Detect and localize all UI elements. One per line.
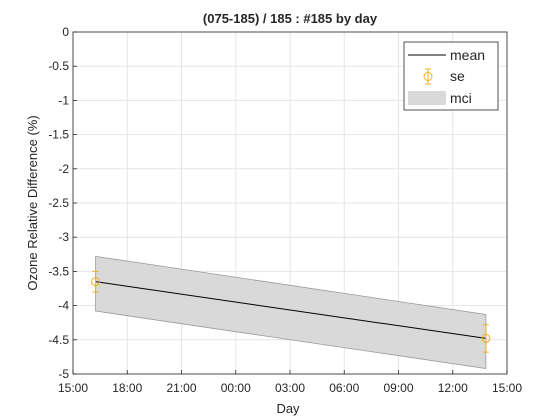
x-tick-label: 12:00	[438, 381, 468, 395]
x-tick-label: 00:00	[221, 381, 251, 395]
y-tick-label: -5	[58, 367, 69, 381]
x-tick-label: 21:00	[166, 381, 196, 395]
x-axis: 15:00 18:00 21:00 00:00 03:00 06:00 09:00 12:00…	[58, 370, 522, 395]
y-tick-label: -1	[58, 93, 69, 107]
x-tick-label: 15:00	[492, 381, 522, 395]
legend-label-mci: mci	[450, 90, 472, 106]
y-tick-label: -3	[58, 230, 69, 244]
y-tick-label: -4	[58, 299, 69, 313]
y-tick-label: -0.5	[48, 59, 69, 73]
legend-label-se: se	[450, 68, 465, 84]
y-tick-label: -3.5	[48, 264, 69, 278]
x-tick-label: 03:00	[275, 381, 305, 395]
y-tick-label: -2.5	[48, 196, 69, 210]
x-tick-label: 15:00	[58, 381, 88, 395]
y-tick-label: -4.5	[48, 333, 69, 347]
chart-title: (075-185) / 185 : #185 by day	[203, 11, 378, 26]
legend-label-mean: mean	[450, 47, 485, 63]
legend-mci-swatch	[408, 91, 446, 105]
y-tick-label: 0	[62, 25, 69, 39]
x-tick-label: 18:00	[112, 381, 142, 395]
x-tick-label: 09:00	[383, 381, 413, 395]
x-axis-label: Day	[276, 401, 300, 416]
legend: mean se mci	[404, 42, 498, 110]
y-tick-label: -2	[58, 162, 69, 176]
x-tick-label: 06:00	[329, 381, 359, 395]
y-tick-label: -1.5	[48, 128, 69, 142]
y-axis-label: Ozone Relative Difference (%)	[25, 115, 40, 290]
